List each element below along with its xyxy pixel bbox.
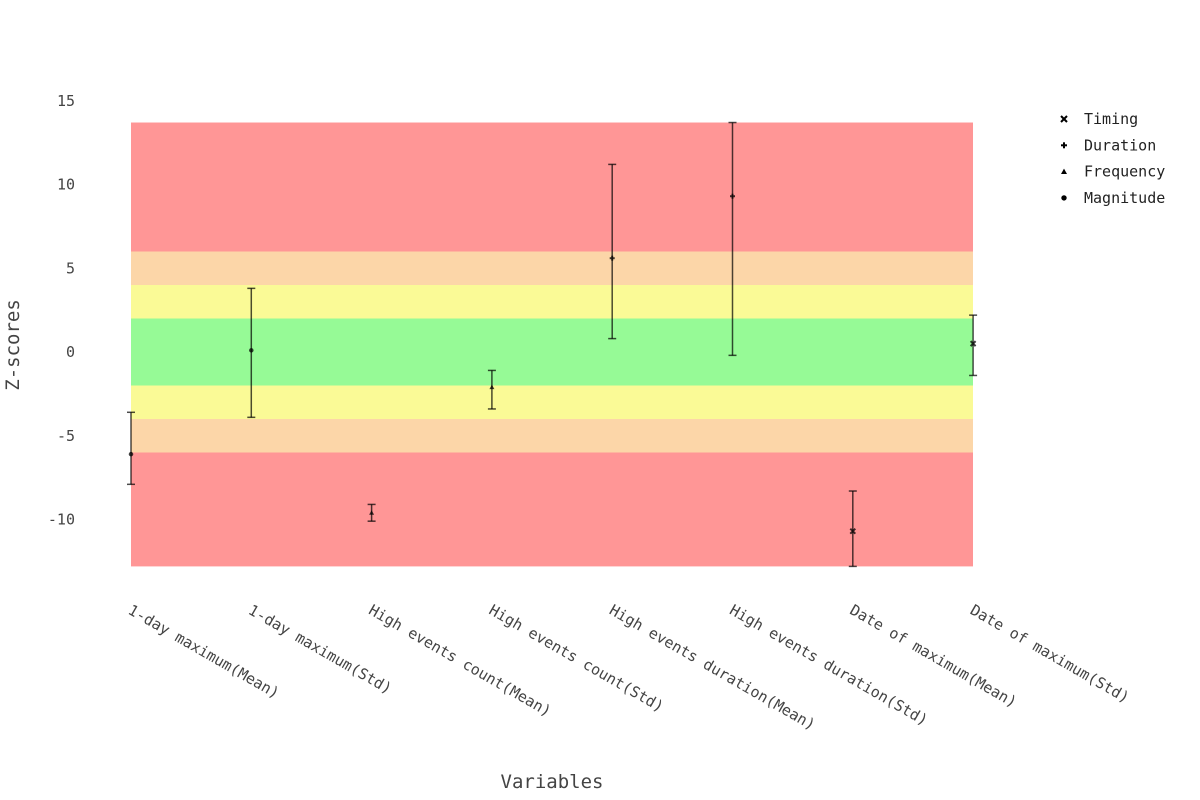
- error-point: [247, 287, 256, 419]
- point-marker: [609, 255, 615, 261]
- point-marker: [128, 451, 134, 457]
- error-point: [367, 503, 376, 522]
- legend-marker: [1061, 142, 1067, 149]
- zone-band: [131, 452, 973, 567]
- legend-marker: [1060, 115, 1068, 123]
- data-points: [127, 121, 978, 568]
- y-tick-label: 15: [57, 92, 75, 110]
- legend-item[interactable]: Magnitude: [1061, 189, 1165, 207]
- x-axis-title: Variables: [501, 771, 604, 793]
- error-point: [487, 369, 496, 410]
- point-marker: [730, 193, 735, 199]
- legend-label: Timing: [1084, 110, 1138, 128]
- x-tick-label: High events duration(Mean): [606, 601, 818, 734]
- legend-item[interactable]: Timing: [1060, 110, 1138, 128]
- y-tick-label: 0: [66, 343, 75, 361]
- legend-label: Magnitude: [1084, 189, 1165, 207]
- y-tick-label: 5: [66, 259, 75, 277]
- zone-band: [131, 419, 973, 453]
- zone-band: [131, 122, 973, 252]
- legend-marker: [1061, 168, 1067, 174]
- legend-label: Duration: [1084, 136, 1156, 154]
- error-point: [969, 314, 978, 377]
- y-tick-label: 10: [57, 176, 75, 194]
- y-axis-title: Z-scores: [2, 299, 24, 391]
- legend-item[interactable]: Duration: [1061, 136, 1156, 154]
- error-point: [608, 163, 617, 340]
- point-marker: [249, 348, 254, 353]
- zone-bands: [131, 122, 973, 567]
- x-axis-ticks: 1-day maximum(Mean)1-day maximum(Std)Hig…: [125, 601, 1133, 734]
- point-marker: [969, 340, 977, 347]
- x-tick-label: High events duration(Std): [727, 601, 932, 729]
- legend-marker: [1061, 195, 1067, 201]
- zone-band: [131, 285, 973, 319]
- zone-band: [131, 251, 973, 285]
- y-tick-label: -5: [57, 427, 75, 445]
- y-tick-label: -10: [48, 511, 75, 529]
- legend[interactable]: Timing Duration Frequency Magnitude: [1060, 110, 1165, 207]
- error-point: [127, 411, 135, 486]
- error-point: [728, 121, 737, 357]
- y-axis-ticks: 15 10 5 0 -5 -10: [48, 92, 75, 529]
- legend-item[interactable]: Frequency: [1061, 163, 1165, 181]
- point-marker: [489, 384, 495, 390]
- point-marker: [849, 528, 857, 535]
- zone-band: [131, 318, 973, 386]
- point-marker: [369, 510, 375, 515]
- error-point: [848, 490, 857, 568]
- legend-label: Frequency: [1084, 163, 1165, 181]
- zone-band: [131, 385, 973, 419]
